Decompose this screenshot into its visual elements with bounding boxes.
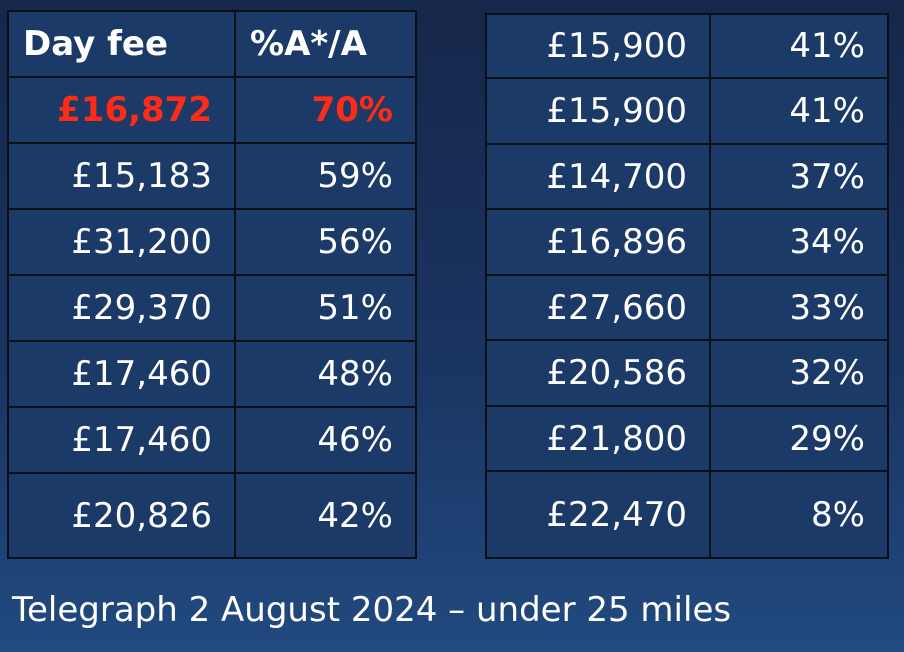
cell: £20,826	[9, 474, 234, 557]
header-cell: %A*/A	[236, 12, 415, 76]
cell: 42%	[236, 474, 415, 557]
cell: 48%	[236, 342, 415, 406]
cell: £17,460	[9, 408, 234, 472]
caption: Telegraph 2 August 2024 – under 25 miles	[12, 590, 732, 630]
cell: £29,370	[9, 276, 234, 340]
cell: £16,896	[487, 210, 709, 274]
cell: 33%	[711, 276, 887, 339]
table: £15,900 41% £15,900 41% £14,700 37% £16,896 34%…	[485, 13, 889, 559]
cell: 32%	[711, 341, 887, 405]
cell: 56%	[236, 210, 415, 274]
cell: £27,660	[487, 276, 709, 339]
cell: £14,700	[487, 145, 709, 208]
cell: 29%	[711, 407, 887, 470]
cell: £22,470	[487, 472, 709, 557]
cell: 34%	[711, 210, 887, 274]
header-cell: Day fee	[9, 12, 234, 76]
cell: 46%	[236, 408, 415, 472]
cell: £31,200	[9, 210, 234, 274]
cell: 41%	[711, 15, 887, 77]
cell: £15,183	[9, 144, 234, 208]
cell: 59%	[236, 144, 415, 208]
cell: £15,900	[487, 15, 709, 77]
cell: £15,900	[487, 79, 709, 143]
table: Day fee %A*/A £16,872 70% £15,183 59% £31,200 5…	[7, 10, 417, 559]
cell: £20,586	[487, 341, 709, 405]
highlight-cell: £16,872	[9, 78, 234, 142]
cell: £17,460	[9, 342, 234, 406]
cell: 41%	[711, 79, 887, 143]
cell: 37%	[711, 145, 887, 208]
highlight-cell: 70%	[236, 78, 415, 142]
cell: 8%	[711, 472, 887, 557]
cell: £21,800	[487, 407, 709, 470]
cell: 51%	[236, 276, 415, 340]
